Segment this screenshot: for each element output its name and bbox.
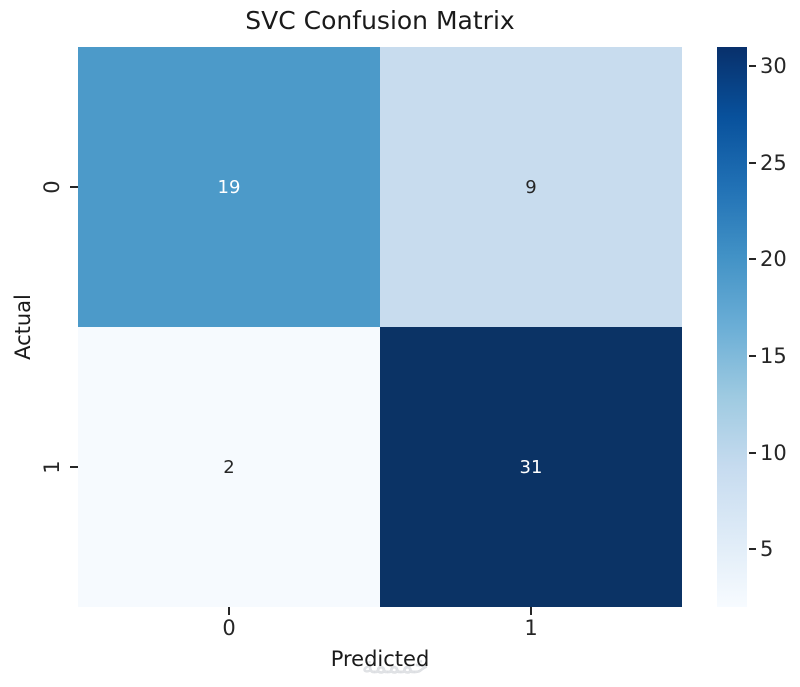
colorbar-tick-mark [749,354,756,357]
colorbar-tick-mark [749,161,756,164]
cell-value: 19 [217,176,241,198]
x-tick-mark [530,607,532,615]
heatmap-cell-r0c0: 19 [78,47,380,327]
colorbar-tick-label: 20 [760,247,787,272]
chart-title: SVC Confusion Matrix [245,6,515,35]
y-tick-label: 1 [40,460,64,474]
cell-value: 2 [223,456,235,478]
heatmap-cell-r1c1: 31 [380,327,682,607]
x-tick-label: 0 [222,616,236,640]
heatmap: 19 9 2 31 [78,47,682,607]
y-axis-label: Actual [11,294,35,360]
colorbar [717,47,747,607]
y-tick-mark [70,466,78,468]
heatmap-cell-r0c1: 9 [380,47,682,327]
y-tick-mark [70,186,78,188]
colorbar-tick-mark [749,258,756,261]
watermark-text: خمممة [362,653,429,680]
x-tick-label: 1 [524,616,538,640]
x-tick-mark [228,607,230,615]
colorbar-tick-label: 25 [760,150,787,175]
colorbar-tick-mark [749,451,756,454]
colorbar-tick-label: 30 [760,54,787,79]
colorbar-tick-label: 15 [760,343,787,368]
heatmap-cell-r1c0: 2 [78,327,380,607]
cell-value: 31 [519,456,543,478]
x-axis-label: Predicted [330,647,430,671]
colorbar-tick-mark [749,65,756,68]
colorbar-tick-label: 10 [760,440,787,465]
y-tick-label: 0 [40,180,64,194]
colorbar-tick-mark [749,548,756,551]
cell-value: 9 [525,176,537,198]
colorbar-tick-label: 5 [760,537,774,562]
